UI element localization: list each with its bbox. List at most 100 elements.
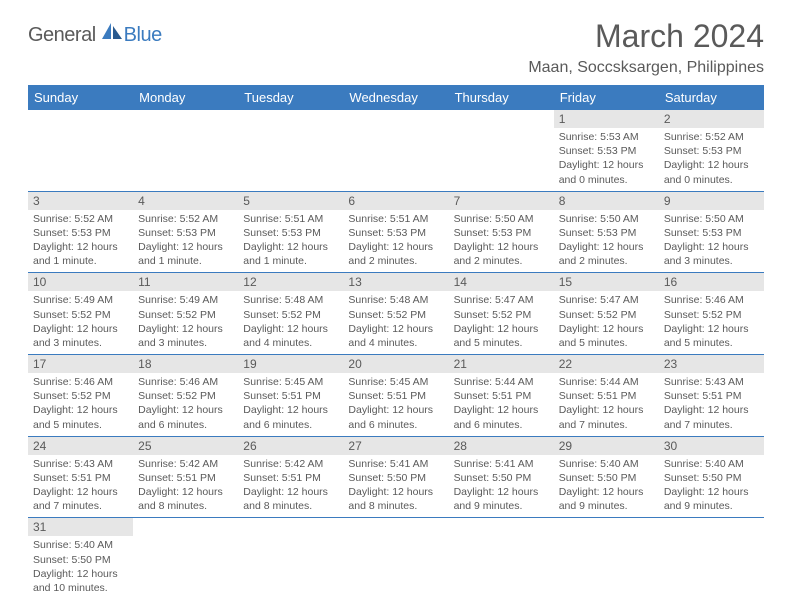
location-text: Maan, Soccsksargen, Philippines	[528, 59, 764, 77]
calendar-cell	[659, 518, 764, 599]
calendar-cell	[449, 110, 554, 191]
day-number: 14	[449, 273, 554, 291]
calendar-cell: 12Sunrise: 5:48 AMSunset: 5:52 PMDayligh…	[238, 273, 343, 354]
day-details: Sunrise: 5:43 AMSunset: 5:51 PMDaylight:…	[28, 455, 133, 518]
calendar-cell: 7Sunrise: 5:50 AMSunset: 5:53 PMDaylight…	[449, 192, 554, 273]
day-number: 6	[343, 192, 448, 210]
calendar-cell: 4Sunrise: 5:52 AMSunset: 5:53 PMDaylight…	[133, 192, 238, 273]
calendar-cell: 5Sunrise: 5:51 AMSunset: 5:53 PMDaylight…	[238, 192, 343, 273]
day-number: 16	[659, 273, 764, 291]
calendar-cell	[238, 518, 343, 599]
calendar-cell: 16Sunrise: 5:46 AMSunset: 5:52 PMDayligh…	[659, 273, 764, 354]
weekday-label: Friday	[554, 85, 659, 110]
day-details: Sunrise: 5:42 AMSunset: 5:51 PMDaylight:…	[133, 455, 238, 518]
calendar-cell: 21Sunrise: 5:44 AMSunset: 5:51 PMDayligh…	[449, 355, 554, 436]
calendar-cell: 30Sunrise: 5:40 AMSunset: 5:50 PMDayligh…	[659, 437, 764, 518]
calendar-row: 1Sunrise: 5:53 AMSunset: 5:53 PMDaylight…	[28, 110, 764, 192]
weekday-label: Tuesday	[238, 85, 343, 110]
day-number: 7	[449, 192, 554, 210]
day-details: Sunrise: 5:46 AMSunset: 5:52 PMDaylight:…	[133, 373, 238, 436]
calendar-cell	[343, 110, 448, 191]
day-number: 5	[238, 192, 343, 210]
calendar-cell	[238, 110, 343, 191]
calendar-cell	[28, 110, 133, 191]
calendar-cell: 10Sunrise: 5:49 AMSunset: 5:52 PMDayligh…	[28, 273, 133, 354]
day-details: Sunrise: 5:52 AMSunset: 5:53 PMDaylight:…	[28, 210, 133, 273]
calendar-row: 3Sunrise: 5:52 AMSunset: 5:53 PMDaylight…	[28, 192, 764, 274]
calendar-cell: 13Sunrise: 5:48 AMSunset: 5:52 PMDayligh…	[343, 273, 448, 354]
day-number: 28	[449, 437, 554, 455]
weekday-label: Monday	[133, 85, 238, 110]
calendar-cell: 25Sunrise: 5:42 AMSunset: 5:51 PMDayligh…	[133, 437, 238, 518]
day-details: Sunrise: 5:46 AMSunset: 5:52 PMDaylight:…	[659, 291, 764, 354]
calendar-cell: 8Sunrise: 5:50 AMSunset: 5:53 PMDaylight…	[554, 192, 659, 273]
day-number: 20	[343, 355, 448, 373]
day-number: 19	[238, 355, 343, 373]
calendar-cell: 31Sunrise: 5:40 AMSunset: 5:50 PMDayligh…	[28, 518, 133, 599]
day-number: 11	[133, 273, 238, 291]
day-number: 27	[343, 437, 448, 455]
day-details: Sunrise: 5:50 AMSunset: 5:53 PMDaylight:…	[659, 210, 764, 273]
calendar-cell	[133, 518, 238, 599]
day-number: 21	[449, 355, 554, 373]
day-number: 1	[554, 110, 659, 128]
weekday-label: Wednesday	[343, 85, 448, 110]
day-number: 10	[28, 273, 133, 291]
day-number: 25	[133, 437, 238, 455]
calendar-cell: 23Sunrise: 5:43 AMSunset: 5:51 PMDayligh…	[659, 355, 764, 436]
day-details: Sunrise: 5:53 AMSunset: 5:53 PMDaylight:…	[554, 128, 659, 191]
calendar-page: General Blue March 2024 Maan, Soccsksarg…	[0, 0, 792, 599]
calendar-cell: 28Sunrise: 5:41 AMSunset: 5:50 PMDayligh…	[449, 437, 554, 518]
day-number: 17	[28, 355, 133, 373]
day-details: Sunrise: 5:45 AMSunset: 5:51 PMDaylight:…	[343, 373, 448, 436]
day-details: Sunrise: 5:40 AMSunset: 5:50 PMDaylight:…	[659, 455, 764, 518]
sail-icon	[100, 21, 124, 43]
calendar-cell: 2Sunrise: 5:52 AMSunset: 5:53 PMDaylight…	[659, 110, 764, 191]
day-details: Sunrise: 5:48 AMSunset: 5:52 PMDaylight:…	[343, 291, 448, 354]
day-details: Sunrise: 5:41 AMSunset: 5:50 PMDaylight:…	[343, 455, 448, 518]
calendar-cell	[449, 518, 554, 599]
calendar-cell: 26Sunrise: 5:42 AMSunset: 5:51 PMDayligh…	[238, 437, 343, 518]
calendar-cell: 6Sunrise: 5:51 AMSunset: 5:53 PMDaylight…	[343, 192, 448, 273]
day-details: Sunrise: 5:43 AMSunset: 5:51 PMDaylight:…	[659, 373, 764, 436]
day-number: 26	[238, 437, 343, 455]
calendar-row: 24Sunrise: 5:43 AMSunset: 5:51 PMDayligh…	[28, 437, 764, 519]
weekday-label: Saturday	[659, 85, 764, 110]
weekday-label: Thursday	[449, 85, 554, 110]
calendar-cell	[133, 110, 238, 191]
day-details: Sunrise: 5:40 AMSunset: 5:50 PMDaylight:…	[554, 455, 659, 518]
day-number: 24	[28, 437, 133, 455]
day-number: 3	[28, 192, 133, 210]
month-title: March 2024	[528, 18, 764, 55]
day-details: Sunrise: 5:51 AMSunset: 5:53 PMDaylight:…	[238, 210, 343, 273]
day-number: 4	[133, 192, 238, 210]
calendar: SundayMondayTuesdayWednesdayThursdayFrid…	[28, 85, 764, 599]
day-details: Sunrise: 5:49 AMSunset: 5:52 PMDaylight:…	[133, 291, 238, 354]
day-details: Sunrise: 5:50 AMSunset: 5:53 PMDaylight:…	[449, 210, 554, 273]
day-details: Sunrise: 5:50 AMSunset: 5:53 PMDaylight:…	[554, 210, 659, 273]
weekday-header: SundayMondayTuesdayWednesdayThursdayFrid…	[28, 85, 764, 110]
day-number: 13	[343, 273, 448, 291]
day-number: 29	[554, 437, 659, 455]
day-details: Sunrise: 5:52 AMSunset: 5:53 PMDaylight:…	[659, 128, 764, 191]
day-number: 30	[659, 437, 764, 455]
calendar-cell: 29Sunrise: 5:40 AMSunset: 5:50 PMDayligh…	[554, 437, 659, 518]
day-number: 2	[659, 110, 764, 128]
title-block: March 2024 Maan, Soccsksargen, Philippin…	[528, 18, 764, 77]
day-details: Sunrise: 5:47 AMSunset: 5:52 PMDaylight:…	[554, 291, 659, 354]
weekday-label: Sunday	[28, 85, 133, 110]
calendar-cell	[343, 518, 448, 599]
day-details: Sunrise: 5:45 AMSunset: 5:51 PMDaylight:…	[238, 373, 343, 436]
calendar-cell: 15Sunrise: 5:47 AMSunset: 5:52 PMDayligh…	[554, 273, 659, 354]
day-details: Sunrise: 5:44 AMSunset: 5:51 PMDaylight:…	[449, 373, 554, 436]
day-details: Sunrise: 5:42 AMSunset: 5:51 PMDaylight:…	[238, 455, 343, 518]
day-details: Sunrise: 5:41 AMSunset: 5:50 PMDaylight:…	[449, 455, 554, 518]
calendar-cell: 24Sunrise: 5:43 AMSunset: 5:51 PMDayligh…	[28, 437, 133, 518]
calendar-cell: 22Sunrise: 5:44 AMSunset: 5:51 PMDayligh…	[554, 355, 659, 436]
day-number: 31	[28, 518, 133, 536]
logo-text-general: General	[28, 24, 96, 47]
calendar-cell	[554, 518, 659, 599]
calendar-row: 31Sunrise: 5:40 AMSunset: 5:50 PMDayligh…	[28, 518, 764, 599]
calendar-cell: 9Sunrise: 5:50 AMSunset: 5:53 PMDaylight…	[659, 192, 764, 273]
calendar-row: 17Sunrise: 5:46 AMSunset: 5:52 PMDayligh…	[28, 355, 764, 437]
